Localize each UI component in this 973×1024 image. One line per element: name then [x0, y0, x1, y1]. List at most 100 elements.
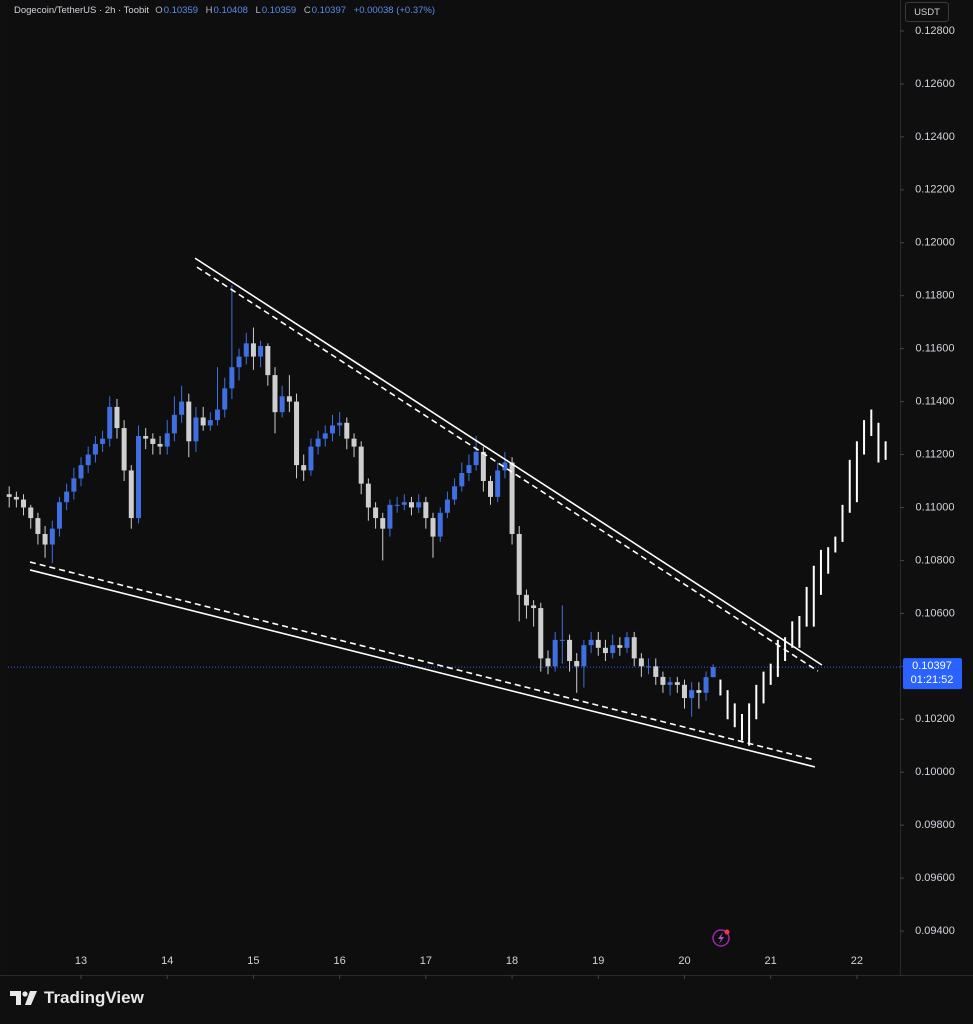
candle-body — [100, 438, 106, 444]
candle-body — [49, 528, 55, 545]
candle-body — [164, 433, 170, 447]
x-tick-label: 22 — [851, 955, 863, 967]
candle-body — [21, 499, 27, 508]
candle-body — [121, 428, 127, 471]
symbol: Dogecoin/TetherUS · 2h · Toobit — [14, 5, 150, 16]
y-tick-label: 0.12600 — [915, 78, 955, 90]
candle-body — [351, 438, 357, 447]
candle-body — [444, 499, 450, 513]
candle-body — [64, 491, 70, 503]
change-value: +0.00038 (+0.37%) — [353, 5, 436, 16]
candle-body — [473, 451, 479, 466]
alert-bolt — [718, 932, 724, 944]
y-tick-label: 0.11600 — [916, 343, 955, 355]
candle-body — [179, 401, 185, 415]
close-value: 0.10397 — [311, 5, 347, 16]
open-value: 0.10359 — [163, 5, 199, 16]
candle-body — [401, 502, 407, 505]
candle-body — [531, 605, 537, 609]
candle-body — [35, 518, 41, 534]
candle-body — [243, 343, 249, 357]
candle-body — [6, 494, 12, 497]
candle-body — [42, 533, 48, 545]
candle-body — [380, 518, 386, 529]
last-price-label: 0.10397 — [912, 660, 952, 672]
candle-body — [509, 462, 515, 534]
candle-body — [78, 465, 84, 479]
x-tick-label: 15 — [247, 955, 259, 967]
candle-body — [423, 502, 429, 519]
candle-body — [365, 483, 371, 508]
y-tick-label: 0.12800 — [915, 25, 955, 37]
x-tick-label: 19 — [592, 955, 604, 967]
y-tick-label: 0.10200 — [915, 713, 955, 725]
candle-body — [143, 436, 149, 439]
y-tick-label: 0.09600 — [915, 872, 955, 884]
candle-body — [358, 446, 364, 484]
candle-body — [559, 639, 565, 641]
candle-body — [114, 406, 120, 429]
candle-body — [567, 639, 573, 662]
candle-body — [229, 367, 235, 389]
candle-body — [315, 438, 321, 447]
candle-body — [186, 401, 192, 442]
candle-body — [28, 507, 34, 519]
x-tick-label: 18 — [506, 955, 518, 967]
y-tick-label: 0.09800 — [915, 819, 955, 831]
candle-body — [294, 401, 300, 466]
low-value: 0.10359 — [261, 5, 297, 16]
candle-body — [466, 465, 472, 474]
candle-body — [308, 446, 314, 471]
candle-body — [653, 666, 659, 677]
trend-line — [29, 561, 816, 761]
countdown-label: 01:21:52 — [911, 674, 954, 686]
candle-body — [236, 356, 242, 368]
y-tick-label: 0.11400 — [916, 396, 955, 408]
x-tick-label: 13 — [75, 955, 87, 967]
candle-body — [200, 417, 206, 426]
x-tick-label: 20 — [678, 955, 690, 967]
candle-body — [495, 470, 501, 497]
candle-body — [92, 443, 98, 455]
candle-body — [337, 422, 343, 426]
candle-body — [581, 645, 587, 667]
high-key: H — [205, 5, 213, 16]
candle-body — [286, 396, 292, 402]
candle-body — [373, 507, 379, 519]
candle-body — [588, 639, 594, 646]
candle-body — [207, 420, 213, 426]
y-tick-label: 0.09400 — [915, 925, 955, 937]
candle-body — [322, 433, 328, 439]
candle-body — [279, 396, 285, 413]
alert-icon[interactable] — [712, 929, 730, 947]
legend: Dogecoin/TetherUS · 2h · Toobit O0.10359… — [14, 5, 440, 16]
y-tick-label: 0.12400 — [915, 131, 955, 143]
high-value: 0.10408 — [213, 5, 248, 16]
candle-body — [696, 690, 702, 693]
candle-body — [157, 443, 163, 447]
candle-body — [107, 406, 113, 439]
candle-body — [171, 414, 177, 434]
candle-body — [452, 486, 458, 500]
y-tick-label: 0.11800 — [916, 290, 955, 302]
candle-body — [624, 637, 630, 648]
y-tick-label: 0.11000 — [916, 501, 955, 513]
candle-body — [416, 502, 422, 508]
candle-body — [602, 647, 608, 654]
candle-body — [85, 454, 91, 466]
candle-body — [646, 666, 652, 668]
x-tick-label: 17 — [420, 955, 432, 967]
brand-name: TradingView — [44, 988, 144, 1007]
candle-body — [329, 425, 335, 434]
candle-body — [258, 346, 264, 357]
candle-body — [250, 343, 256, 357]
candle-body — [71, 478, 77, 492]
trend-line — [29, 569, 816, 768]
x-tick-label: 21 — [765, 955, 777, 967]
candle-body — [128, 470, 134, 519]
candle-body — [631, 637, 637, 659]
alert-dot — [724, 929, 730, 935]
candle-body — [516, 533, 522, 595]
currency-button[interactable]: USDT — [905, 2, 949, 22]
